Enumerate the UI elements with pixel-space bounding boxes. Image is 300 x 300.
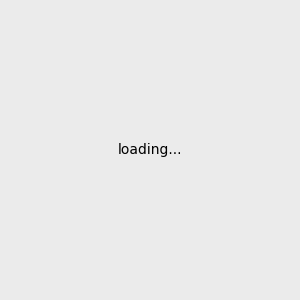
- Text: loading...: loading...: [118, 143, 182, 157]
